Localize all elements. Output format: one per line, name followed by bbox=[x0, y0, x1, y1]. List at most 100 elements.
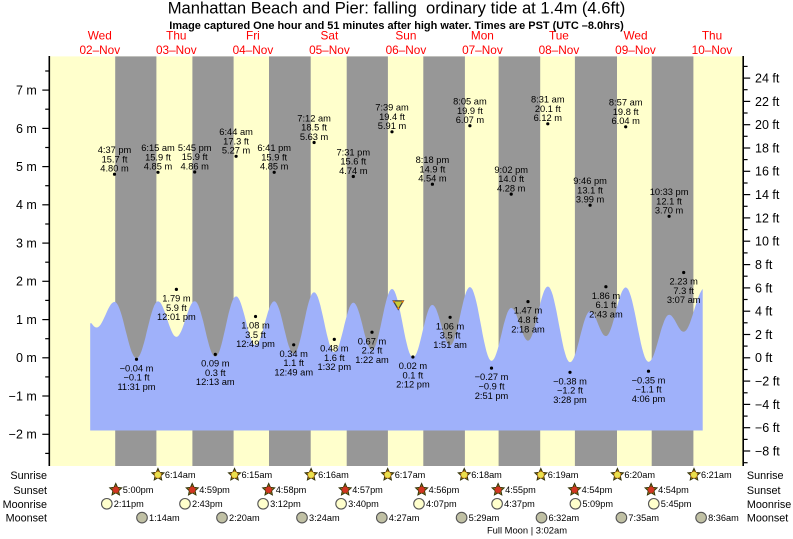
svg-text:19.8 ft: 19.8 ft bbox=[613, 107, 639, 117]
svg-text:−0.9 ft: −0.9 ft bbox=[478, 382, 505, 392]
svg-text:4:57pm: 4:57pm bbox=[352, 485, 383, 495]
svg-text:6:32am: 6:32am bbox=[549, 513, 580, 523]
svg-text:10–Nov: 10–Nov bbox=[692, 43, 733, 57]
svg-text:6:17am: 6:17am bbox=[395, 470, 426, 480]
svg-text:2:11pm: 2:11pm bbox=[114, 499, 144, 509]
svg-text:7:31 pm: 7:31 pm bbox=[337, 147, 371, 157]
svg-text:6 ft: 6 ft bbox=[755, 281, 773, 295]
svg-text:14.9 ft: 14.9 ft bbox=[419, 164, 445, 174]
svg-text:4:58pm: 4:58pm bbox=[276, 485, 307, 495]
svg-text:19.9 ft: 19.9 ft bbox=[457, 106, 483, 116]
svg-text:6.04 m: 6.04 m bbox=[611, 116, 640, 126]
svg-text:18.5 ft: 18.5 ft bbox=[301, 123, 327, 133]
svg-text:−1.1 ft: −1.1 ft bbox=[635, 385, 662, 395]
svg-text:4 ft: 4 ft bbox=[755, 305, 773, 319]
svg-text:6.12 m: 6.12 m bbox=[534, 113, 563, 123]
svg-text:03–Nov: 03–Nov bbox=[156, 43, 197, 57]
svg-text:−0.27 m: −0.27 m bbox=[475, 372, 509, 382]
svg-text:1:51 am: 1:51 am bbox=[433, 340, 467, 350]
svg-text:Moonset: Moonset bbox=[747, 513, 788, 525]
svg-text:1:22 am: 1:22 am bbox=[355, 355, 389, 365]
svg-text:8:05 am: 8:05 am bbox=[453, 97, 487, 107]
svg-text:12:49 pm: 12:49 pm bbox=[236, 339, 275, 349]
svg-text:Moonrise: Moonrise bbox=[3, 499, 47, 511]
svg-text:5:29am: 5:29am bbox=[469, 513, 500, 523]
svg-text:17.3 ft: 17.3 ft bbox=[223, 136, 249, 146]
svg-text:Sunset: Sunset bbox=[13, 485, 47, 497]
svg-text:08–Nov: 08–Nov bbox=[539, 43, 580, 57]
svg-text:Mon: Mon bbox=[471, 28, 494, 42]
svg-text:4:37 pm: 4:37 pm bbox=[98, 145, 132, 155]
svg-text:22 ft: 22 ft bbox=[755, 95, 780, 109]
svg-text:1.6 ft: 1.6 ft bbox=[324, 353, 345, 363]
svg-text:3.5 ft: 3.5 ft bbox=[440, 331, 461, 341]
svg-text:6:18am: 6:18am bbox=[471, 470, 502, 480]
svg-text:8:18 pm: 8:18 pm bbox=[416, 155, 450, 165]
svg-text:1:14am: 1:14am bbox=[149, 513, 180, 523]
svg-text:2:51 pm: 2:51 pm bbox=[475, 391, 509, 401]
svg-text:9:46 pm: 9:46 pm bbox=[573, 176, 607, 186]
svg-text:4:06 pm: 4:06 pm bbox=[632, 394, 666, 404]
svg-text:2 ft: 2 ft bbox=[755, 328, 773, 342]
svg-text:Image captured One hour and 51: Image captured One hour and 51 minutes a… bbox=[169, 20, 624, 32]
svg-text:4.86 m: 4.86 m bbox=[180, 161, 209, 171]
svg-text:15.9 ft: 15.9 ft bbox=[145, 152, 171, 162]
svg-text:6 m: 6 m bbox=[16, 122, 37, 136]
svg-text:9:02 pm: 9:02 pm bbox=[494, 165, 528, 175]
svg-text:5.91 m: 5.91 m bbox=[378, 121, 407, 131]
svg-text:0 ft: 0 ft bbox=[755, 351, 773, 365]
svg-text:14.0 ft: 14.0 ft bbox=[498, 174, 524, 184]
svg-text:Thu: Thu bbox=[166, 28, 186, 42]
svg-text:07–Nov: 07–Nov bbox=[462, 43, 503, 57]
svg-text:3.70 m: 3.70 m bbox=[655, 206, 684, 216]
svg-text:6.1 ft: 6.1 ft bbox=[596, 300, 617, 310]
svg-text:0.09 m: 0.09 m bbox=[201, 359, 230, 369]
svg-text:5:45pm: 5:45pm bbox=[661, 499, 692, 509]
svg-text:1.06 m: 1.06 m bbox=[436, 321, 465, 331]
svg-text:7:35am: 7:35am bbox=[628, 513, 659, 523]
svg-text:6:20am: 6:20am bbox=[624, 470, 655, 480]
svg-text:7 m: 7 m bbox=[16, 84, 37, 98]
svg-text:Sunrise: Sunrise bbox=[10, 470, 47, 482]
svg-text:04–Nov: 04–Nov bbox=[233, 43, 274, 57]
svg-text:Sunrise: Sunrise bbox=[747, 470, 784, 482]
svg-text:5:45 pm: 5:45 pm bbox=[178, 143, 212, 153]
svg-text:−2 m: −2 m bbox=[9, 428, 37, 442]
svg-text:4:59pm: 4:59pm bbox=[199, 485, 230, 495]
svg-text:Sunset: Sunset bbox=[747, 485, 781, 497]
svg-text:4:37pm: 4:37pm bbox=[504, 499, 535, 509]
svg-text:20.1 ft: 20.1 ft bbox=[535, 104, 561, 114]
svg-text:5.9 ft: 5.9 ft bbox=[166, 303, 187, 313]
svg-text:7:39 am: 7:39 am bbox=[375, 103, 409, 113]
svg-text:15.9 ft: 15.9 ft bbox=[182, 152, 208, 162]
svg-text:4:54pm: 4:54pm bbox=[582, 485, 613, 495]
svg-text:6:19am: 6:19am bbox=[548, 470, 579, 480]
svg-text:14 ft: 14 ft bbox=[755, 188, 780, 202]
svg-text:0.34 m: 0.34 m bbox=[279, 349, 308, 359]
svg-text:Tue: Tue bbox=[549, 28, 569, 42]
svg-text:4:27am: 4:27am bbox=[389, 513, 420, 523]
svg-text:2:20am: 2:20am bbox=[229, 513, 260, 523]
svg-text:12.1 ft: 12.1 ft bbox=[656, 196, 682, 206]
svg-text:1.08 m: 1.08 m bbox=[241, 321, 270, 331]
svg-text:−4 ft: −4 ft bbox=[755, 398, 780, 412]
svg-text:12:01 pm: 12:01 pm bbox=[157, 312, 196, 322]
svg-text:5.63 m: 5.63 m bbox=[300, 132, 329, 142]
svg-text:4.74 m: 4.74 m bbox=[339, 166, 368, 176]
svg-text:3.5 ft: 3.5 ft bbox=[245, 330, 266, 340]
svg-text:1.86 m: 1.86 m bbox=[592, 291, 621, 301]
svg-text:0.1 ft: 0.1 ft bbox=[403, 370, 424, 380]
svg-text:5 m: 5 m bbox=[16, 160, 37, 174]
svg-text:15.9 ft: 15.9 ft bbox=[261, 152, 287, 162]
svg-text:12:49 am: 12:49 am bbox=[274, 368, 313, 378]
svg-text:2.23 m: 2.23 m bbox=[669, 277, 698, 287]
svg-text:0.3 ft: 0.3 ft bbox=[205, 368, 226, 378]
svg-text:20 ft: 20 ft bbox=[755, 118, 780, 132]
svg-text:3:40pm: 3:40pm bbox=[348, 499, 379, 509]
svg-text:Moonrise: Moonrise bbox=[747, 499, 791, 511]
svg-text:−0.35 m: −0.35 m bbox=[632, 375, 666, 385]
svg-text:6:15am: 6:15am bbox=[242, 470, 273, 480]
svg-text:6:41 pm: 6:41 pm bbox=[257, 143, 291, 153]
svg-text:3:24am: 3:24am bbox=[309, 513, 340, 523]
svg-text:6.07 m: 6.07 m bbox=[456, 115, 485, 125]
